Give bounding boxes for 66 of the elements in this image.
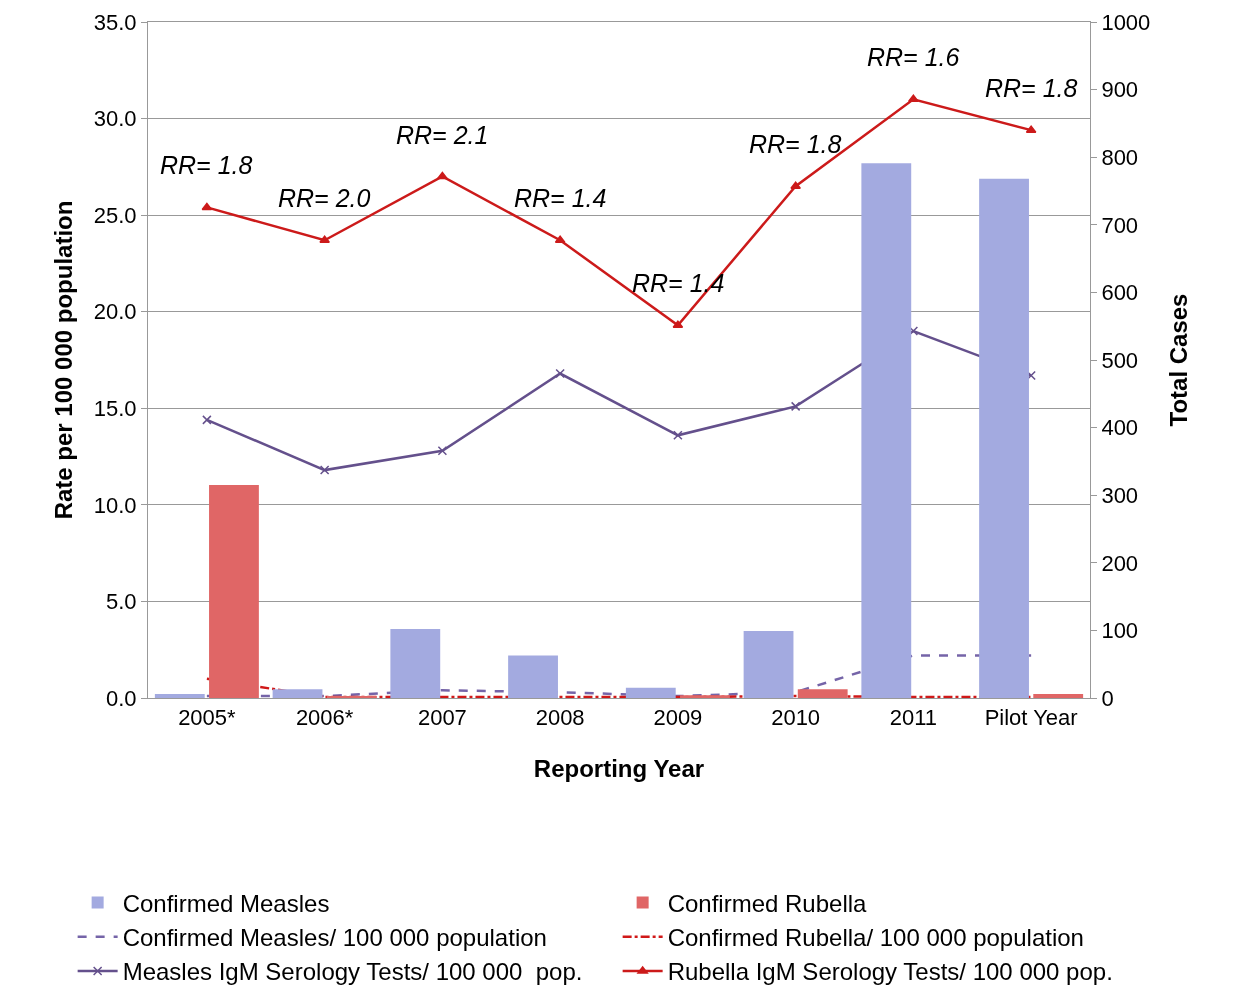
x-tick-label: 2009 xyxy=(653,705,703,731)
annotation: RR= 1.8 xyxy=(749,130,842,158)
y2-tick-label: 100 xyxy=(1101,618,1139,644)
y-axis-title: Rate per 100 000 population xyxy=(49,200,77,520)
bar xyxy=(797,689,848,698)
annotation: RR= 1.4 xyxy=(514,184,607,212)
y-tick-label: 20.0 xyxy=(93,299,137,325)
legend-label: Confirmed Measles xyxy=(122,889,330,917)
legend-label: Measles IgM Serology Tests/ 100 000 pop. xyxy=(122,958,583,986)
annotation: RR= 1.8 xyxy=(160,151,253,179)
y2-axis-title: Total Cases xyxy=(1164,293,1192,427)
bar xyxy=(861,163,912,698)
y2-tick-label: 1000 xyxy=(1101,9,1151,35)
y2-tick-label: 900 xyxy=(1101,77,1139,103)
x-tick-label: 2007 xyxy=(417,705,467,731)
point xyxy=(319,235,330,243)
bar xyxy=(272,689,323,698)
x-tick-label: 2005* xyxy=(178,705,237,731)
point xyxy=(319,465,330,475)
x-tick-label: 2010 xyxy=(771,705,821,731)
y2-tick-label: 700 xyxy=(1101,212,1139,238)
legend-label: Rubella IgM Serology Tests/ 100 000 pop. xyxy=(667,958,1113,986)
point xyxy=(790,181,801,189)
y2-tick-label: 200 xyxy=(1101,550,1139,576)
bar xyxy=(508,655,558,698)
x-axis-title: Reporting Year xyxy=(533,754,705,782)
x-tick-label: 2008 xyxy=(535,705,585,731)
y-tick-label: 30.0 xyxy=(93,106,137,132)
bar xyxy=(390,629,441,698)
legend-label: Confirmed Rubella xyxy=(667,889,868,917)
bar xyxy=(680,695,730,698)
x-tick-label: 2006* xyxy=(295,705,354,731)
annotation: RR= 2.0 xyxy=(278,184,371,212)
y2-tick-label: 400 xyxy=(1101,415,1139,441)
point xyxy=(437,446,448,456)
point xyxy=(790,401,801,412)
bar xyxy=(979,178,1029,698)
y-tick-label: 35.0 xyxy=(93,9,137,35)
point xyxy=(908,94,919,103)
bar xyxy=(154,693,205,698)
legend-label: Confirmed Rubella/ 100 000 population xyxy=(667,924,1084,952)
annotation: RR= 2.1 xyxy=(396,121,489,149)
point xyxy=(673,430,683,441)
annotation: RR= 1.6 xyxy=(867,43,960,71)
bar xyxy=(743,631,794,698)
x-tick-label: Pilot Year xyxy=(984,705,1078,731)
y-tick-label: 10.0 xyxy=(93,492,137,518)
legend-label: Confirmed Measles/ 100 000 population xyxy=(122,924,547,952)
y2-tick-label: 300 xyxy=(1101,482,1139,508)
bar xyxy=(1033,693,1084,698)
x-tick-label: 2011 xyxy=(889,705,938,731)
y-tick-label: 25.0 xyxy=(93,202,137,228)
y2-tick-label: 0 xyxy=(1101,685,1114,711)
point xyxy=(201,202,213,211)
point xyxy=(555,368,565,379)
y2-tick-label: 500 xyxy=(1101,347,1139,373)
point xyxy=(437,171,448,180)
annotation: RR= 1.8 xyxy=(985,74,1078,102)
y-tick-label: 5.0 xyxy=(106,589,137,615)
y2-tick-label: 800 xyxy=(1101,144,1139,170)
y-tick-label: 0.0 xyxy=(106,685,137,711)
bar xyxy=(625,687,676,698)
y2-tick-label: 600 xyxy=(1101,280,1139,306)
bar xyxy=(209,485,259,698)
y-tick-label: 15.0 xyxy=(93,395,137,421)
point xyxy=(202,415,212,425)
